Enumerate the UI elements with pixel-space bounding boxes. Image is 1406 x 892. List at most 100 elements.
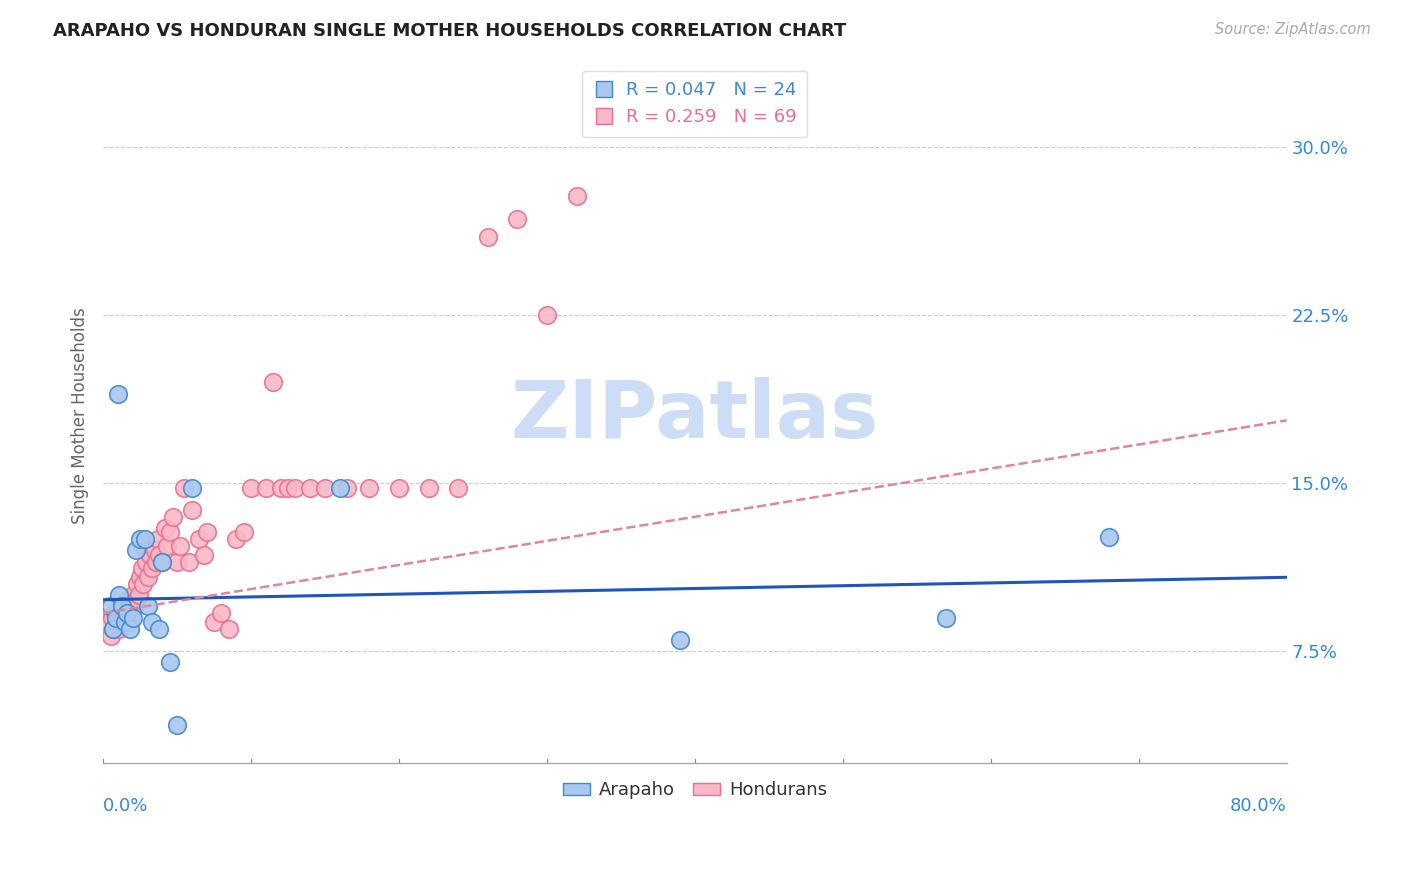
Point xyxy=(120,606,142,620)
Point xyxy=(150,555,173,569)
Point xyxy=(145,555,167,569)
Point xyxy=(141,615,163,629)
Text: 0.0%: 0.0% xyxy=(103,797,149,815)
Text: ZIPatlas: ZIPatlas xyxy=(510,377,879,455)
Text: 80.0%: 80.0% xyxy=(1230,797,1286,815)
Point xyxy=(141,561,163,575)
Point xyxy=(121,588,143,602)
Point xyxy=(117,599,139,614)
Point xyxy=(610,118,633,132)
Point xyxy=(159,525,181,540)
Point xyxy=(180,503,202,517)
Point xyxy=(129,532,152,546)
Point xyxy=(169,539,191,553)
Point xyxy=(104,606,127,620)
Point xyxy=(100,599,122,614)
Point xyxy=(669,633,692,648)
Point xyxy=(254,481,277,495)
Point xyxy=(108,588,131,602)
Point xyxy=(150,555,173,569)
Point xyxy=(336,481,359,495)
Point xyxy=(136,570,159,584)
Point xyxy=(100,629,122,643)
Point xyxy=(447,481,470,495)
Point xyxy=(314,481,336,495)
Point xyxy=(122,599,145,614)
Point xyxy=(101,610,124,624)
Point xyxy=(108,622,131,636)
Point xyxy=(166,555,188,569)
Point xyxy=(105,615,128,629)
Point xyxy=(240,481,263,495)
Text: Source: ZipAtlas.com: Source: ZipAtlas.com xyxy=(1215,22,1371,37)
Point xyxy=(506,211,529,226)
Point xyxy=(128,588,150,602)
Point xyxy=(173,481,195,495)
Point xyxy=(565,189,588,203)
Text: ARAPAHO VS HONDURAN SINGLE MOTHER HOUSEHOLDS CORRELATION CHART: ARAPAHO VS HONDURAN SINGLE MOTHER HOUSEH… xyxy=(53,22,846,40)
Point xyxy=(166,718,188,732)
Point xyxy=(127,577,149,591)
Point xyxy=(180,481,202,495)
Point xyxy=(329,481,352,495)
Point xyxy=(132,577,155,591)
Point xyxy=(143,543,166,558)
Point xyxy=(148,622,170,636)
Point xyxy=(155,521,177,535)
Point xyxy=(111,615,134,629)
Point xyxy=(148,548,170,562)
Point xyxy=(129,570,152,584)
Point xyxy=(134,543,156,558)
Point xyxy=(135,555,157,569)
Point xyxy=(536,308,558,322)
Point xyxy=(118,622,141,636)
Point xyxy=(131,561,153,575)
Point xyxy=(115,606,138,620)
Point xyxy=(388,481,411,495)
Point xyxy=(159,656,181,670)
Point xyxy=(1098,530,1121,544)
Point xyxy=(105,610,128,624)
Point xyxy=(110,606,132,620)
Point xyxy=(225,532,247,546)
Point xyxy=(107,610,129,624)
Point xyxy=(97,615,120,629)
Point xyxy=(124,543,146,558)
Point xyxy=(218,622,240,636)
Point xyxy=(114,615,136,629)
Point xyxy=(146,532,169,546)
Point xyxy=(211,606,233,620)
Legend: Arapaho, Hondurans: Arapaho, Hondurans xyxy=(555,774,834,806)
Point xyxy=(935,610,957,624)
Point xyxy=(112,599,135,614)
Point xyxy=(162,509,184,524)
Point xyxy=(195,525,218,540)
Point xyxy=(156,539,179,553)
Point xyxy=(115,592,138,607)
Point xyxy=(277,481,299,495)
Point xyxy=(193,548,215,562)
Point xyxy=(284,481,307,495)
Point xyxy=(477,229,499,244)
Point xyxy=(139,548,162,562)
Y-axis label: Single Mother Households: Single Mother Households xyxy=(72,308,89,524)
Point xyxy=(418,481,440,495)
Point xyxy=(202,615,225,629)
Point xyxy=(103,622,125,636)
Point xyxy=(107,386,129,401)
Point xyxy=(111,599,134,614)
Point xyxy=(270,481,292,495)
Point xyxy=(103,622,125,636)
Point xyxy=(114,606,136,620)
Point xyxy=(134,532,156,546)
Point xyxy=(121,610,143,624)
Point xyxy=(177,555,200,569)
Point xyxy=(188,532,211,546)
Point xyxy=(124,592,146,607)
Point xyxy=(136,599,159,614)
Point xyxy=(232,525,254,540)
Point xyxy=(262,376,284,390)
Point xyxy=(359,481,381,495)
Point xyxy=(299,481,322,495)
Point xyxy=(118,615,141,629)
